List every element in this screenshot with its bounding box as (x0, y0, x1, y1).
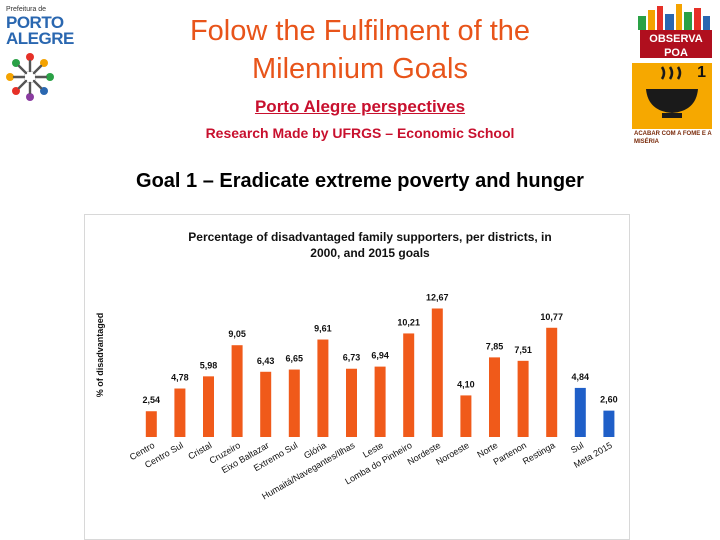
value-label-1: 4,78 (171, 373, 189, 383)
value-label-9: 10,21 (397, 317, 420, 327)
bar-15 (574, 387, 586, 437)
category-label-14: Restinga (521, 440, 557, 466)
prefeitura-logo: Prefeitura de PORTO ALEGRE (6, 6, 74, 116)
bar-10 (431, 308, 443, 437)
chart-title-line2: 2000, and 2015 goals (310, 246, 430, 260)
bar-0 (145, 411, 157, 437)
bar-13 (517, 360, 529, 437)
bar-chart: Percentage of disadvantaged family suppo… (95, 230, 618, 502)
goal-heading: Goal 1 – Eradicate extreme poverty and h… (136, 170, 584, 192)
mdg-goal-card: 1 (632, 63, 712, 129)
bar-16 (603, 410, 615, 437)
value-label-7: 6,73 (343, 353, 361, 363)
bar-7 (346, 368, 357, 437)
logo-name-line2: ALEGRE (6, 29, 74, 48)
goal-caption: ACABAR COM A FOME E A MISÉRIA (634, 131, 712, 145)
y-axis-label: % of disadvantaged (95, 313, 105, 398)
bar-1 (174, 388, 186, 437)
value-label-2: 5,98 (200, 360, 218, 370)
slide-subtitle: Porto Alegre perspectives (254, 97, 466, 116)
category-label-11: Noroeste (434, 440, 471, 467)
value-label-15: 4,84 (572, 372, 590, 382)
value-label-13: 7,51 (514, 345, 532, 355)
bar-6 (317, 339, 329, 437)
bar-8 (374, 366, 386, 437)
bowl-icon (646, 66, 698, 118)
bar-12 (489, 357, 500, 437)
data-labels: 2,54 4,78 5,98 9,05 6,43 6,65 9,61 6,73 6,94 10,2… (143, 292, 618, 405)
value-label-8: 6,94 (371, 351, 389, 361)
logo-name-line1: PORTO (6, 13, 64, 32)
bar-3 (231, 345, 243, 437)
goal-number: 1 (697, 64, 706, 81)
bar-4 (260, 371, 272, 437)
chart-panel: Percentage of disadvantaged family suppo… (84, 214, 630, 540)
value-label-11: 4,10 (457, 379, 475, 389)
observa-name: OBSERVA POA (649, 33, 703, 59)
value-label-5: 6,65 (286, 354, 304, 364)
observa-subtitle: Observatório da Cidade de Porto Alegre (640, 60, 712, 66)
observa-skyline-icon (638, 4, 710, 30)
bar-11 (460, 395, 472, 437)
bar-5 (288, 369, 300, 437)
value-label-10: 12,67 (426, 292, 449, 302)
category-label-15: Sul (569, 440, 585, 455)
observa-logo: OBSERVA POA Observatório da Cidade de Po… (640, 30, 712, 65)
people-circle-icon (6, 53, 54, 101)
chart-title: Percentage of disadvantaged family suppo… (188, 230, 551, 244)
bar-series (145, 308, 615, 437)
value-label-14: 10,77 (540, 312, 563, 322)
category-label-13: Partenon (491, 440, 528, 467)
bar-9 (403, 333, 415, 437)
value-label-16: 2,60 (600, 395, 618, 405)
value-label-4: 6,43 (257, 356, 275, 366)
slide-title: Folow the Fulfilment of the Milennium Goa… (189, 15, 531, 85)
value-label-3: 9,05 (228, 329, 246, 339)
research-credit: Research Made by UFRGS – Economic School (205, 125, 515, 141)
value-label-6: 9,61 (314, 324, 332, 334)
bar-14 (546, 327, 558, 437)
bar-2 (203, 376, 214, 437)
logo-top-text: Prefeitura de (6, 6, 47, 13)
value-label-12: 7,85 (486, 341, 504, 351)
value-label-0: 2,54 (143, 395, 161, 405)
